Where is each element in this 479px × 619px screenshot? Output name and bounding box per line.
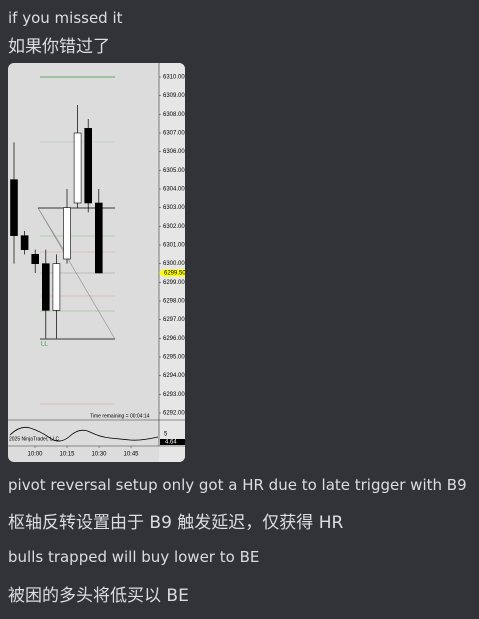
message: 被困的多头将低买以 BE bbox=[8, 586, 189, 606]
candle-body bbox=[20, 235, 29, 250]
message: 枢轴反转设置由于 B9 触发延迟，仅获得 HR bbox=[8, 513, 344, 533]
message: 如果你错过了 bbox=[8, 37, 110, 57]
candle-body bbox=[84, 128, 92, 204]
chart-image[interactable]: Time remaining = 00:04:14 2025 NinjaTrad… bbox=[8, 63, 185, 462]
candle-body bbox=[63, 207, 71, 260]
price-tick-label: 6302.00 bbox=[163, 224, 185, 230]
candle-body bbox=[95, 202, 103, 274]
current-price-flag bbox=[159, 269, 185, 277]
copyright: 2025 NinjaTrader, LLC bbox=[9, 436, 60, 442]
price-tick-label: 6303.00 bbox=[163, 205, 185, 211]
price-tick-label: 6293.00 bbox=[163, 392, 185, 398]
price-tick-label: 6307.00 bbox=[163, 131, 185, 137]
price-tick-label: 6304.00 bbox=[163, 187, 185, 193]
price-tick-label: 6306.00 bbox=[163, 149, 185, 155]
price-tick-label: 6309.00 bbox=[163, 93, 185, 99]
indicator-value: 4.64 bbox=[165, 440, 177, 446]
time-remaining: Time remaining = 00:04:14 bbox=[90, 413, 150, 419]
candle-body bbox=[73, 132, 82, 204]
time-label: 10:15 bbox=[59, 452, 75, 458]
time-label: 10:30 bbox=[91, 452, 107, 458]
time-label: 10:45 bbox=[123, 452, 139, 458]
candle-body bbox=[10, 179, 18, 236]
price-tick-label: 6308.00 bbox=[163, 112, 185, 118]
message: bulls trapped will buy lower to BE bbox=[8, 548, 260, 566]
price-tick-label: 6310.00 bbox=[163, 75, 185, 81]
candle-body bbox=[52, 263, 61, 311]
price-tick-label: 6301.00 bbox=[163, 243, 185, 249]
message: if you missed it bbox=[8, 9, 123, 27]
price-tick-label: 6296.00 bbox=[163, 336, 185, 342]
price-tick-label: 6294.00 bbox=[163, 373, 185, 379]
candle-body bbox=[31, 254, 40, 264]
annotation: LL bbox=[41, 342, 48, 348]
indicator-line bbox=[9, 426, 159, 442]
price-tick-label: 6305.00 bbox=[163, 168, 185, 174]
price-tick-label: 6300.00 bbox=[163, 261, 185, 267]
indicator-tick: 5 bbox=[164, 432, 168, 438]
candle-body bbox=[41, 263, 50, 311]
price-tick-label: 6298.00 bbox=[163, 299, 185, 305]
time-label: 10:00 bbox=[27, 452, 43, 458]
price-tick-label: 6295.00 bbox=[163, 355, 185, 361]
price-tick-label: 6297.00 bbox=[163, 317, 185, 323]
message: pivot reversal setup only got a HR due t… bbox=[8, 476, 467, 494]
price-tick-label: 6292.00 bbox=[163, 411, 185, 417]
price-tick-label: 6299.00 bbox=[163, 280, 185, 286]
price-axis-bg bbox=[159, 63, 185, 462]
current-price-label: 6299.50 bbox=[164, 271, 185, 277]
